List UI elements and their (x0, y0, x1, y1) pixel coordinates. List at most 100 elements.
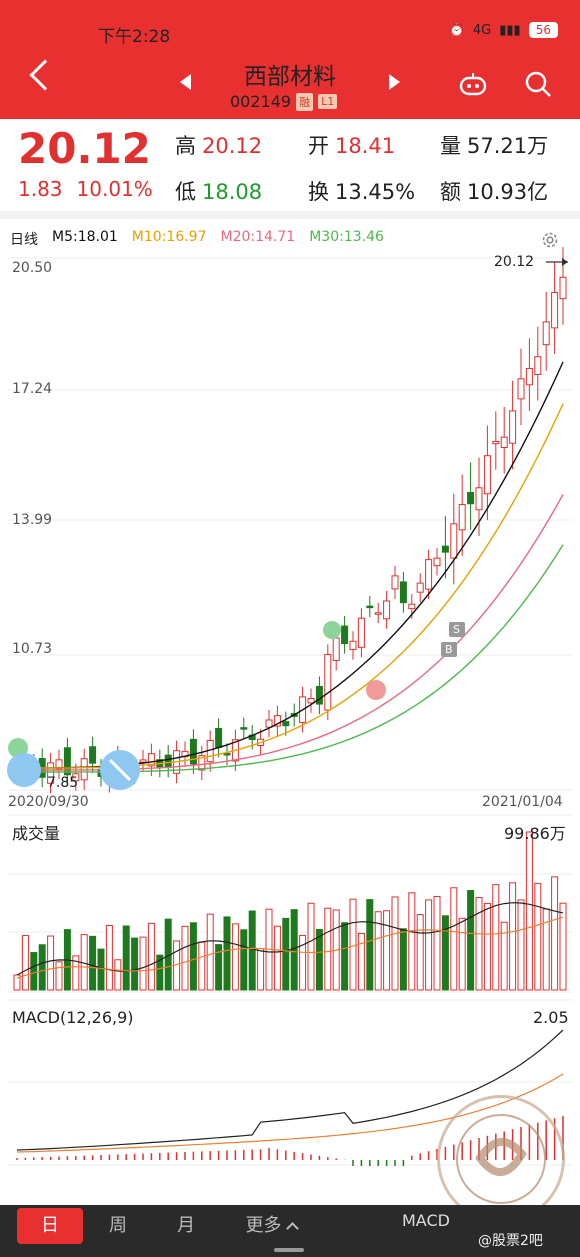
credit-text: @股票2吧 (478, 1233, 543, 1249)
y-tick-3: 13.99 (12, 512, 53, 528)
volume-value: 57.21万 (467, 134, 549, 158)
period-label[interactable]: 日线 (10, 232, 38, 248)
volume-bar (105, 925, 113, 991)
y-tick-1: 20.50 (12, 260, 53, 276)
s-marker-label: S (453, 623, 460, 636)
quote-panel (0, 119, 580, 219)
chart-area[interactable] (0, 0, 580, 1205)
low-value: 18.08 (202, 180, 263, 204)
volume-bar (30, 952, 38, 991)
candle-body (349, 640, 357, 651)
end-date: 2021/01/04 (482, 794, 563, 810)
volume-bar (55, 961, 63, 991)
amount-value: 10.93亿 (467, 180, 549, 204)
open-label: 开 (308, 134, 329, 158)
tab-month[interactable]: 月 (177, 1215, 195, 1236)
candle-body (391, 575, 399, 590)
candle-body (89, 746, 97, 764)
last-price: 20.12 (18, 124, 151, 173)
candle-body (189, 738, 197, 765)
volume-bar (366, 899, 374, 991)
s-marker[interactable] (449, 622, 465, 637)
battery-icon: 56 (528, 22, 558, 38)
caret-up-icon (285, 1222, 299, 1235)
prev-stock-button[interactable] (180, 74, 191, 90)
candle-body (509, 410, 517, 444)
gear-icon[interactable] (540, 230, 560, 250)
turnover-value: 13.45% (335, 180, 416, 204)
green-badge-icon-left[interactable] (8, 738, 28, 758)
next-stock-button[interactable] (389, 74, 400, 90)
volume-bar (492, 884, 500, 991)
high-label: 高 (175, 134, 196, 158)
tab-more-label: 更多 (245, 1215, 282, 1236)
tab-day[interactable]: 日 (17, 1208, 83, 1244)
ma-lines (17, 361, 564, 773)
last-price-label: 20.12 (494, 254, 535, 270)
volume-bar (517, 899, 525, 991)
volume-bar (551, 876, 559, 991)
low-price-label: 7.85 (47, 775, 79, 791)
green-badge-icon[interactable] (323, 621, 341, 639)
candle-body (475, 487, 483, 511)
candle-body (542, 321, 550, 346)
red-badge-icon[interactable] (366, 680, 386, 700)
candle-body (551, 292, 559, 329)
candle-body (525, 367, 533, 386)
volume-bar (500, 921, 508, 991)
ma-line-M20 (17, 494, 564, 771)
tab-week[interactable]: 周 (109, 1215, 127, 1236)
candle-body (273, 715, 281, 727)
low-field: 低 18.08 (175, 176, 262, 206)
volume-bar (231, 923, 239, 991)
b-marker[interactable] (441, 642, 457, 657)
status-time: 下午2:28 (98, 27, 171, 47)
candle-body (399, 581, 407, 604)
candle-body (534, 356, 542, 375)
candle-body (341, 625, 349, 645)
volume-bar (391, 896, 399, 991)
candle-body (282, 721, 290, 727)
volume-bar (559, 902, 567, 991)
stock-name: 西部材料 (244, 64, 336, 90)
candle-body (383, 600, 391, 620)
volume-bar (114, 959, 122, 991)
robot-icon[interactable] (458, 70, 488, 96)
candle-body (72, 773, 80, 782)
candle-body (425, 559, 433, 590)
indicator-selector[interactable]: MACD (402, 1211, 450, 1230)
low-label: 低 (175, 180, 196, 204)
volume-bar (215, 944, 223, 991)
macd-title[interactable]: MACD(12,26,9) (12, 1008, 134, 1027)
volume-bar (38, 944, 46, 991)
expand-arrow (108, 758, 132, 782)
volume-bar (223, 916, 231, 991)
signal-icon: ▮▮▮ (499, 22, 521, 38)
volume-bar (47, 935, 55, 991)
volume-bar (147, 922, 155, 991)
high-value: 20.12 (202, 134, 263, 158)
volume-bar (97, 948, 105, 991)
volume-bar (475, 897, 483, 991)
amount-field: 额 10.93亿 (440, 176, 548, 206)
tab-more[interactable]: 更多 (236, 1208, 306, 1244)
volume-bar (21, 935, 29, 991)
volume-bar (198, 941, 206, 991)
expand-left-icon[interactable] (7, 753, 41, 787)
volume-bar (525, 831, 533, 991)
candle-body (332, 637, 340, 661)
alarm-icon: ⏰ (448, 22, 465, 38)
candle-body (559, 276, 567, 300)
b-marker-label: B (445, 643, 453, 656)
ma-legend: 日线 M5:18.01 M10:16.97 M20:14.71 M30:13.4… (10, 229, 384, 249)
top-bar (0, 0, 580, 119)
ma20-label: M20:14.71 (220, 229, 296, 245)
search-icon[interactable] (524, 70, 552, 98)
volume-bar (341, 922, 349, 991)
candle-body (467, 491, 475, 505)
volume-bar (240, 929, 248, 991)
candle-body (416, 582, 424, 593)
volume-bar (257, 948, 265, 991)
change-percent: 10.01% (76, 177, 153, 201)
volume-bar (467, 890, 475, 991)
